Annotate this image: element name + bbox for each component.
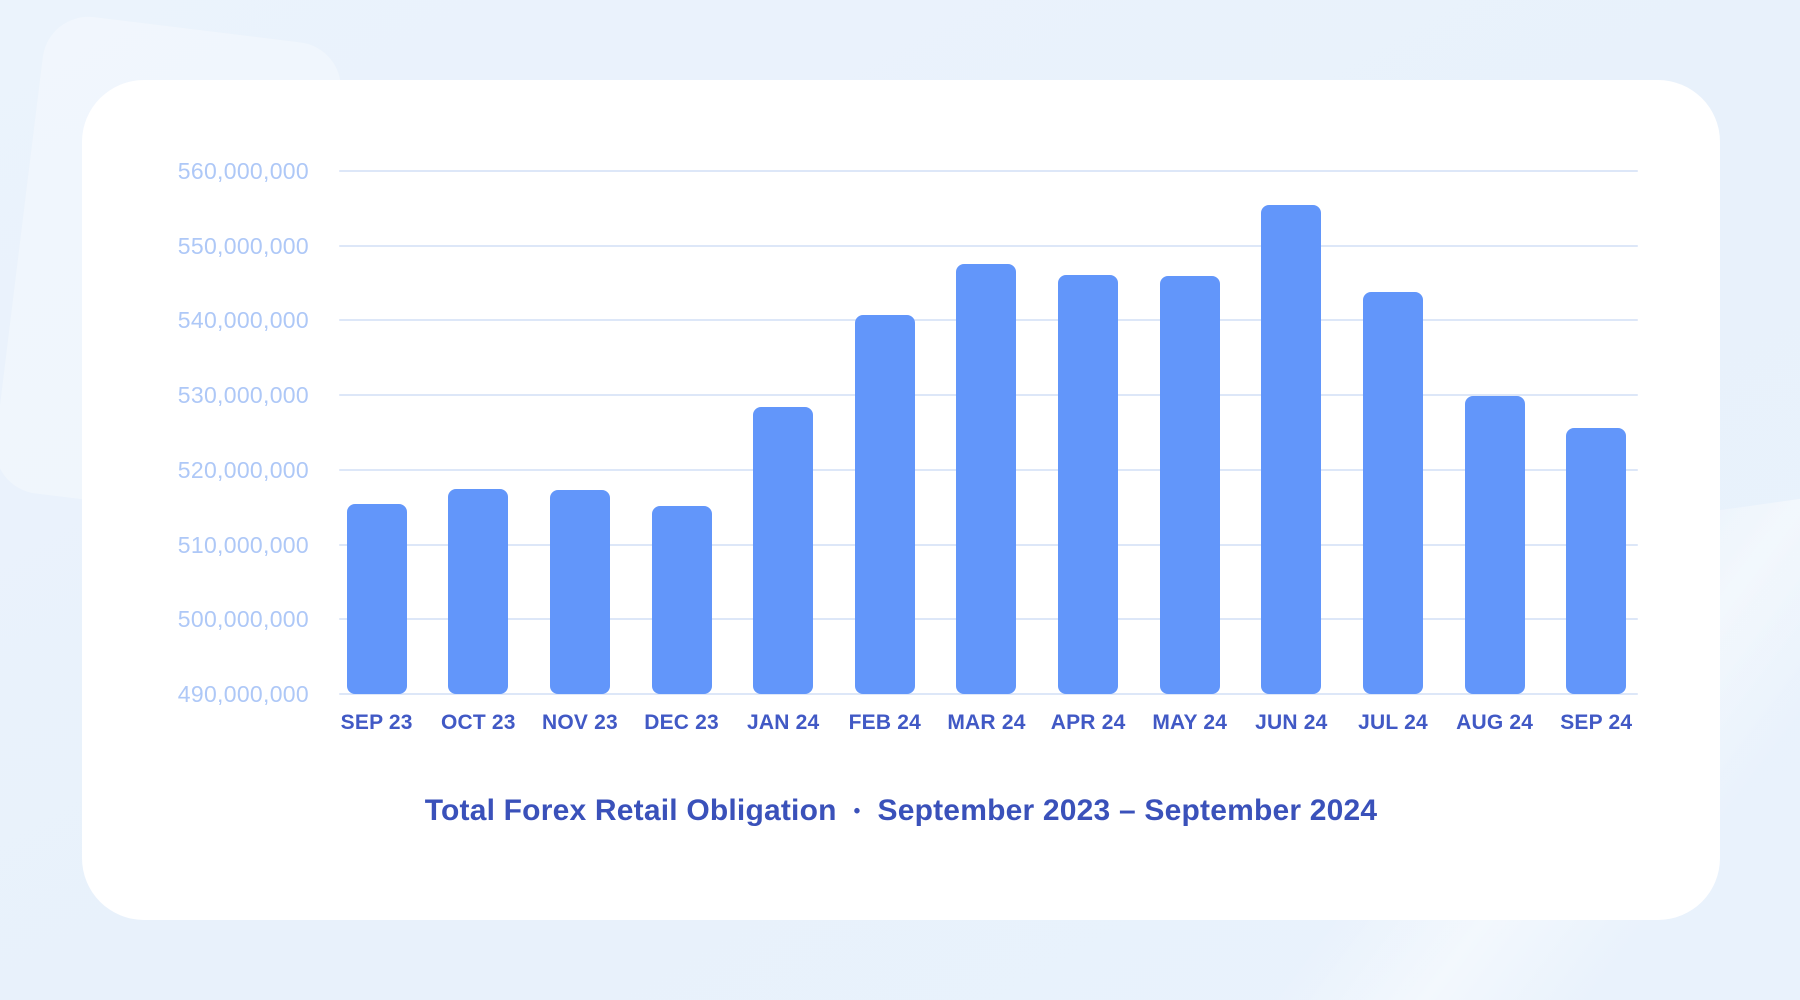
- y-axis-tick-label: 500,000,000: [177, 606, 309, 633]
- chart-card: 560,000,000 550,000,000 540,000,000 530,000…: [82, 80, 1720, 920]
- y-axis-tick-label: 530,000,000: [177, 382, 309, 409]
- bar-dec-23: [651, 505, 712, 694]
- bar-feb-24: [854, 315, 915, 694]
- bar-nov-23: [549, 490, 610, 694]
- x-axis-tick-label: NOV 23: [542, 711, 618, 734]
- bar-jul-24: [1363, 292, 1423, 694]
- x-axis-tick-label: JAN 24: [747, 711, 820, 734]
- y-axis-tick-label: 520,000,000: [177, 456, 309, 483]
- x-axis-tick-label: OCT 23: [440, 711, 516, 734]
- plot-area: [339, 170, 1638, 695]
- y-axis-tick-label: 560,000,000: [177, 158, 309, 184]
- chart-title-separator-dot: •: [853, 801, 861, 822]
- x-axis-tick-label: MAY 24: [1152, 711, 1228, 734]
- x-axis-tick-label: APR 24: [1050, 711, 1126, 734]
- x-axis-tick-label: FEB 24: [848, 711, 922, 734]
- x-axis-tick-label: JUL 24: [1358, 711, 1428, 734]
- bar-jan-24: [753, 407, 814, 694]
- x-axis-tick-label: JUN 24: [1255, 711, 1328, 734]
- bar-oct-23: [448, 488, 509, 694]
- x-axis-tick-label: SEP 24: [1560, 711, 1633, 734]
- bar-sep-23: [346, 504, 407, 694]
- bar-may-24: [1159, 275, 1220, 694]
- gridline: [339, 244, 1638, 247]
- bar-aug-24: [1464, 395, 1525, 694]
- y-axis-tick-label: 490,000,000: [177, 681, 309, 707]
- chart-title: Total Forex Retail Obligation • Septembe…: [82, 794, 1720, 828]
- gridline: [339, 693, 1638, 695]
- bar-sep-24: [1566, 428, 1627, 694]
- x-axis-tick-label: DEC 23: [644, 711, 719, 734]
- x-axis-tick-label: SEP 23: [340, 711, 413, 734]
- x-axis-tick-label: MAR 24: [947, 711, 1026, 734]
- chart-title-main: Total Forex Retail Obligation: [424, 794, 837, 827]
- gridline: [339, 170, 1638, 172]
- y-axis-tick-label: 510,000,000: [177, 531, 309, 558]
- chart-title-range: September 2023 – September 2024: [877, 794, 1378, 827]
- y-axis-tick-label: 540,000,000: [177, 307, 309, 334]
- bar-jun-24: [1261, 204, 1322, 694]
- y-axis-tick-label: 550,000,000: [177, 232, 309, 259]
- bar-mar-24: [956, 264, 1017, 694]
- x-axis-tick-label: AUG 24: [1456, 711, 1534, 734]
- bar-apr-24: [1058, 274, 1119, 694]
